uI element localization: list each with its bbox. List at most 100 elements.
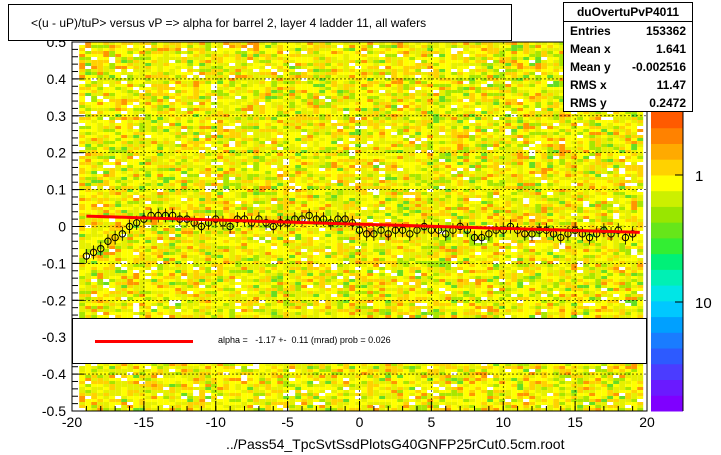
heatmap-cell — [313, 84, 320, 87]
heatmap-cell — [589, 147, 596, 150]
heatmap-cell — [355, 192, 362, 195]
heatmap-cell — [535, 45, 542, 48]
heatmap-cell — [385, 93, 392, 96]
heatmap-cell — [487, 60, 494, 63]
heatmap-cell — [421, 198, 428, 201]
heatmap-cell — [595, 111, 602, 114]
heatmap-cell — [415, 72, 422, 75]
heatmap-cell — [505, 189, 512, 192]
heatmap-cell — [199, 96, 206, 99]
heatmap-cell — [547, 117, 554, 120]
heatmap-cell — [337, 180, 344, 183]
heatmap-cell — [271, 198, 278, 201]
heatmap-cell — [289, 51, 296, 54]
heatmap-cell — [199, 165, 206, 168]
heatmap-cell — [163, 102, 170, 105]
heatmap-cell — [235, 102, 242, 105]
heatmap-cell — [547, 156, 554, 159]
heatmap-cell — [97, 150, 104, 153]
heatmap-cell — [535, 195, 542, 198]
heatmap-cell — [409, 66, 416, 69]
heatmap-cell — [325, 108, 332, 111]
heatmap-cell — [265, 162, 272, 165]
heatmap-cell — [211, 144, 218, 147]
heatmap-cell — [301, 57, 308, 60]
heatmap-cell — [553, 108, 560, 111]
heatmap-cell — [565, 141, 572, 144]
heatmap-cell — [415, 117, 422, 120]
heatmap-cell — [211, 198, 218, 201]
heatmap-cell — [217, 57, 224, 60]
heatmap-cell — [133, 60, 140, 63]
heatmap-cell — [265, 102, 272, 105]
heatmap-cell — [427, 171, 434, 174]
heatmap-cell — [295, 162, 302, 165]
heatmap-cell — [127, 84, 134, 87]
heatmap-cell — [271, 174, 278, 177]
heatmap-cell — [241, 72, 248, 75]
heatmap-cell — [175, 153, 182, 156]
heatmap-cell — [277, 105, 284, 108]
heatmap-cell — [475, 192, 482, 195]
heatmap-cell — [385, 63, 392, 66]
heatmap-cell — [529, 78, 536, 81]
heatmap-cell — [157, 99, 164, 102]
heatmap-cell — [421, 90, 428, 93]
heatmap-cell — [385, 60, 392, 63]
heatmap-cell — [625, 156, 632, 159]
heatmap-cell — [235, 198, 242, 201]
heatmap-cell — [175, 108, 182, 111]
heatmap-cell — [259, 126, 266, 129]
heatmap-cell — [523, 117, 530, 120]
heatmap-cell — [331, 78, 338, 81]
heatmap-cell — [103, 129, 110, 132]
heatmap-cell — [307, 126, 314, 129]
heatmap-cell — [391, 183, 398, 186]
heatmap-cell — [151, 183, 158, 186]
heatmap-cell — [271, 153, 278, 156]
heatmap-cell — [451, 48, 458, 51]
heatmap-cell — [469, 45, 476, 48]
heatmap-cell — [325, 159, 332, 162]
heatmap-cell — [319, 150, 326, 153]
heatmap-cell — [379, 105, 386, 108]
heatmap-cell — [301, 192, 308, 195]
heatmap-cell — [439, 162, 446, 165]
heatmap-cell — [127, 96, 134, 99]
heatmap-cell — [355, 72, 362, 75]
heatmap-cell — [313, 195, 320, 198]
heatmap-cell — [313, 93, 320, 96]
heatmap-cell — [169, 144, 176, 147]
heatmap-cell — [349, 69, 356, 72]
heatmap-cell — [337, 120, 344, 123]
heatmap-cell — [361, 87, 368, 90]
heatmap-cell — [343, 81, 350, 84]
heatmap-cell — [499, 177, 506, 180]
heatmap-cell — [169, 99, 176, 102]
heatmap-cell — [301, 171, 308, 174]
heatmap-cell — [325, 75, 332, 78]
heatmap-cell — [271, 72, 278, 75]
heatmap-cell — [337, 51, 344, 54]
heatmap-cell — [97, 66, 104, 69]
heatmap-cell — [343, 54, 350, 57]
heatmap-cell — [595, 195, 602, 198]
heatmap-cell — [265, 126, 272, 129]
heatmap-cell — [463, 192, 470, 195]
heatmap-cell — [361, 162, 368, 165]
heatmap-cell — [91, 126, 98, 129]
heatmap-cell — [223, 123, 230, 126]
heatmap-cell — [517, 180, 524, 183]
heatmap-cell — [505, 174, 512, 177]
heatmap-cell — [271, 150, 278, 153]
heatmap-cell — [451, 126, 458, 129]
heatmap-cell — [451, 177, 458, 180]
heatmap-cell — [547, 162, 554, 165]
heatmap-cell — [523, 180, 530, 183]
heatmap-cell — [571, 144, 578, 147]
heatmap-cell — [145, 42, 152, 45]
heatmap-cell — [601, 111, 608, 114]
heatmap-cell — [181, 126, 188, 129]
heatmap-cell — [145, 144, 152, 147]
heatmap-cell — [421, 132, 428, 135]
